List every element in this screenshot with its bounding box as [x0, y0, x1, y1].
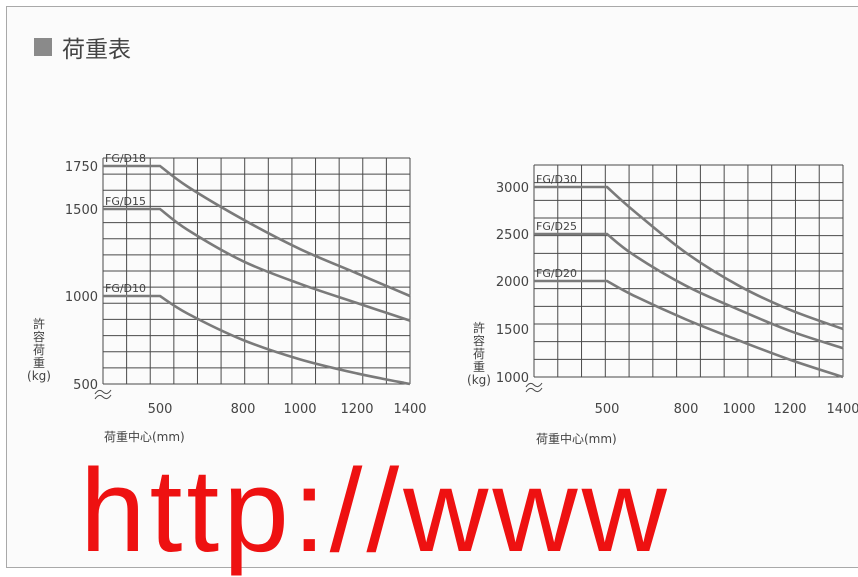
x-tick-label: 1200	[340, 402, 373, 417]
x-tick-label: 1400	[393, 402, 426, 417]
grid	[102, 157, 411, 385]
x-axis-label-1: 荷重中心(mm)	[104, 430, 185, 444]
x-tick-label: 500	[148, 402, 173, 417]
series-line	[534, 185, 844, 331]
x-tick-label: 800	[231, 402, 256, 417]
y-tick-label: 500	[73, 378, 98, 393]
series-label: FG/D10	[105, 282, 146, 295]
axis-break-mark	[94, 389, 112, 400]
x-tick-label: 800	[674, 402, 699, 417]
x-tick-label: 1200	[773, 402, 806, 417]
heading-text: 荷重表	[62, 37, 131, 63]
y-tick-label: 1750	[65, 160, 98, 175]
watermark-text: http://www	[80, 445, 671, 577]
series-line	[534, 279, 844, 379]
x-tick-label: 1000	[722, 402, 755, 417]
y-tick-label: 1000	[496, 371, 529, 386]
y-tick-label: 2000	[496, 275, 529, 290]
x-tick-label: 1000	[283, 402, 316, 417]
series-label: FG/D15	[105, 195, 146, 208]
y-tick-label: 3000	[496, 181, 529, 196]
axis-break-mark	[525, 382, 543, 393]
y-tick-label: 1000	[65, 290, 98, 305]
grid	[533, 164, 844, 378]
series-line	[103, 294, 411, 386]
load-chart-1: 500 1000 1500 1750 500 800 1000 1200 1400 FG/D18 F…	[65, 152, 858, 417]
x-axis-label-2: 荷重中心(mm)	[536, 432, 617, 446]
y-tick-label: 1500	[496, 323, 529, 338]
series-line	[534, 232, 844, 350]
series-label: FG/D18	[105, 152, 146, 165]
square-bullet-icon	[34, 38, 52, 56]
chart-2: 1000 1500 2000 2500 3000 500 800 1000 1200 1400 FG…	[496, 164, 858, 417]
y-axis-label-2: 許容荷重 (kg)	[467, 321, 491, 387]
y-axis-label-1: 許容荷重 (kg)	[27, 317, 51, 383]
section-heading: 荷重表	[34, 30, 131, 64]
chart-1: 500 1000 1500 1750 500 800 1000 1200 1400 FG/D18 F…	[65, 152, 427, 417]
x-tick-label: 500	[595, 402, 620, 417]
x-tick-label: 1400	[826, 402, 858, 417]
y-tick-label: 1500	[65, 203, 98, 218]
y-tick-label: 2500	[496, 228, 529, 243]
series-line	[103, 164, 411, 298]
series-label: FG/D25	[536, 220, 577, 233]
series-label: FG/D20	[536, 267, 577, 280]
series-label: FG/D30	[536, 173, 577, 186]
series-line	[103, 207, 411, 322]
